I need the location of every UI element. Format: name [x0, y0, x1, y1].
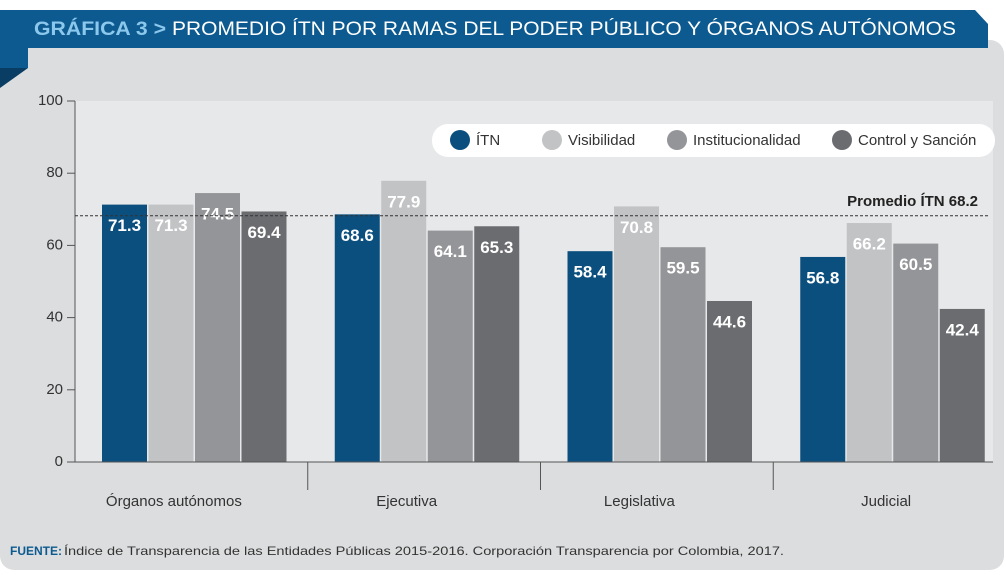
bar	[148, 204, 194, 462]
data-label: 60.5	[899, 255, 932, 274]
bar	[707, 300, 752, 462]
data-label: 70.8	[620, 218, 653, 237]
y-tick-label: 20	[46, 381, 63, 398]
data-label: 59.5	[666, 259, 699, 278]
y-tick-label: 100	[38, 92, 63, 109]
legend	[432, 124, 995, 157]
data-label: 56.8	[806, 268, 839, 287]
bar	[939, 308, 985, 462]
data-label: 65.3	[480, 238, 513, 257]
data-label: 71.3	[154, 216, 187, 235]
bar	[893, 243, 939, 462]
legend-label: ÍTN	[476, 132, 500, 149]
bar	[427, 230, 473, 462]
data-label: 77.9	[387, 192, 420, 211]
y-tick-label: 80	[46, 164, 63, 181]
data-label: 64.1	[434, 242, 467, 261]
bar	[102, 204, 147, 462]
bar	[800, 256, 846, 462]
legend-swatch	[542, 130, 562, 150]
legend-label: Institucionalidad	[693, 132, 801, 149]
data-label: 71.3	[108, 216, 141, 235]
legend-swatch	[667, 130, 687, 150]
header-fold	[0, 68, 28, 88]
y-tick-label: 60	[46, 236, 63, 253]
y-tick-label: 0	[55, 453, 63, 470]
header-bar	[0, 10, 988, 48]
header-tab	[0, 48, 28, 68]
data-label: 68.6	[341, 226, 374, 245]
data-label: 42.4	[946, 320, 980, 339]
chart-title: PROMEDIO ÍTN POR RAMAS DEL PODER PÚBLICO…	[172, 18, 956, 40]
x-tick-label: Órganos autónomos	[106, 493, 242, 510]
data-label: 58.4	[573, 263, 607, 282]
bar	[474, 226, 520, 462]
x-tick-label: Judicial	[861, 493, 911, 510]
source-text: Índice de Transparencia de las Entidades…	[64, 543, 784, 558]
data-label: 69.4	[247, 223, 281, 242]
bar	[614, 206, 659, 462]
source-label: FUENTE:	[10, 544, 62, 558]
data-label: 74.5	[201, 205, 234, 224]
legend-label: Visibilidad	[568, 132, 635, 149]
bar	[846, 223, 892, 462]
y-tick-label: 40	[46, 309, 63, 326]
chart-label: GRÁFICA 3 >	[34, 18, 166, 40]
bar	[381, 180, 427, 462]
x-tick-label: Ejecutiva	[376, 493, 438, 510]
bar	[334, 214, 380, 462]
bar	[195, 193, 240, 462]
reference-label: Promedio ÍTN 68.2	[847, 193, 978, 210]
legend-label: Control y Sanción	[858, 132, 976, 149]
data-label: 66.2	[853, 235, 886, 254]
bar	[241, 211, 287, 462]
bar	[567, 251, 613, 462]
data-label: 44.6	[713, 312, 746, 331]
x-tick-label: Legislativa	[604, 493, 676, 510]
legend-swatch	[450, 130, 470, 150]
bar	[660, 247, 706, 462]
legend-swatch	[832, 130, 852, 150]
